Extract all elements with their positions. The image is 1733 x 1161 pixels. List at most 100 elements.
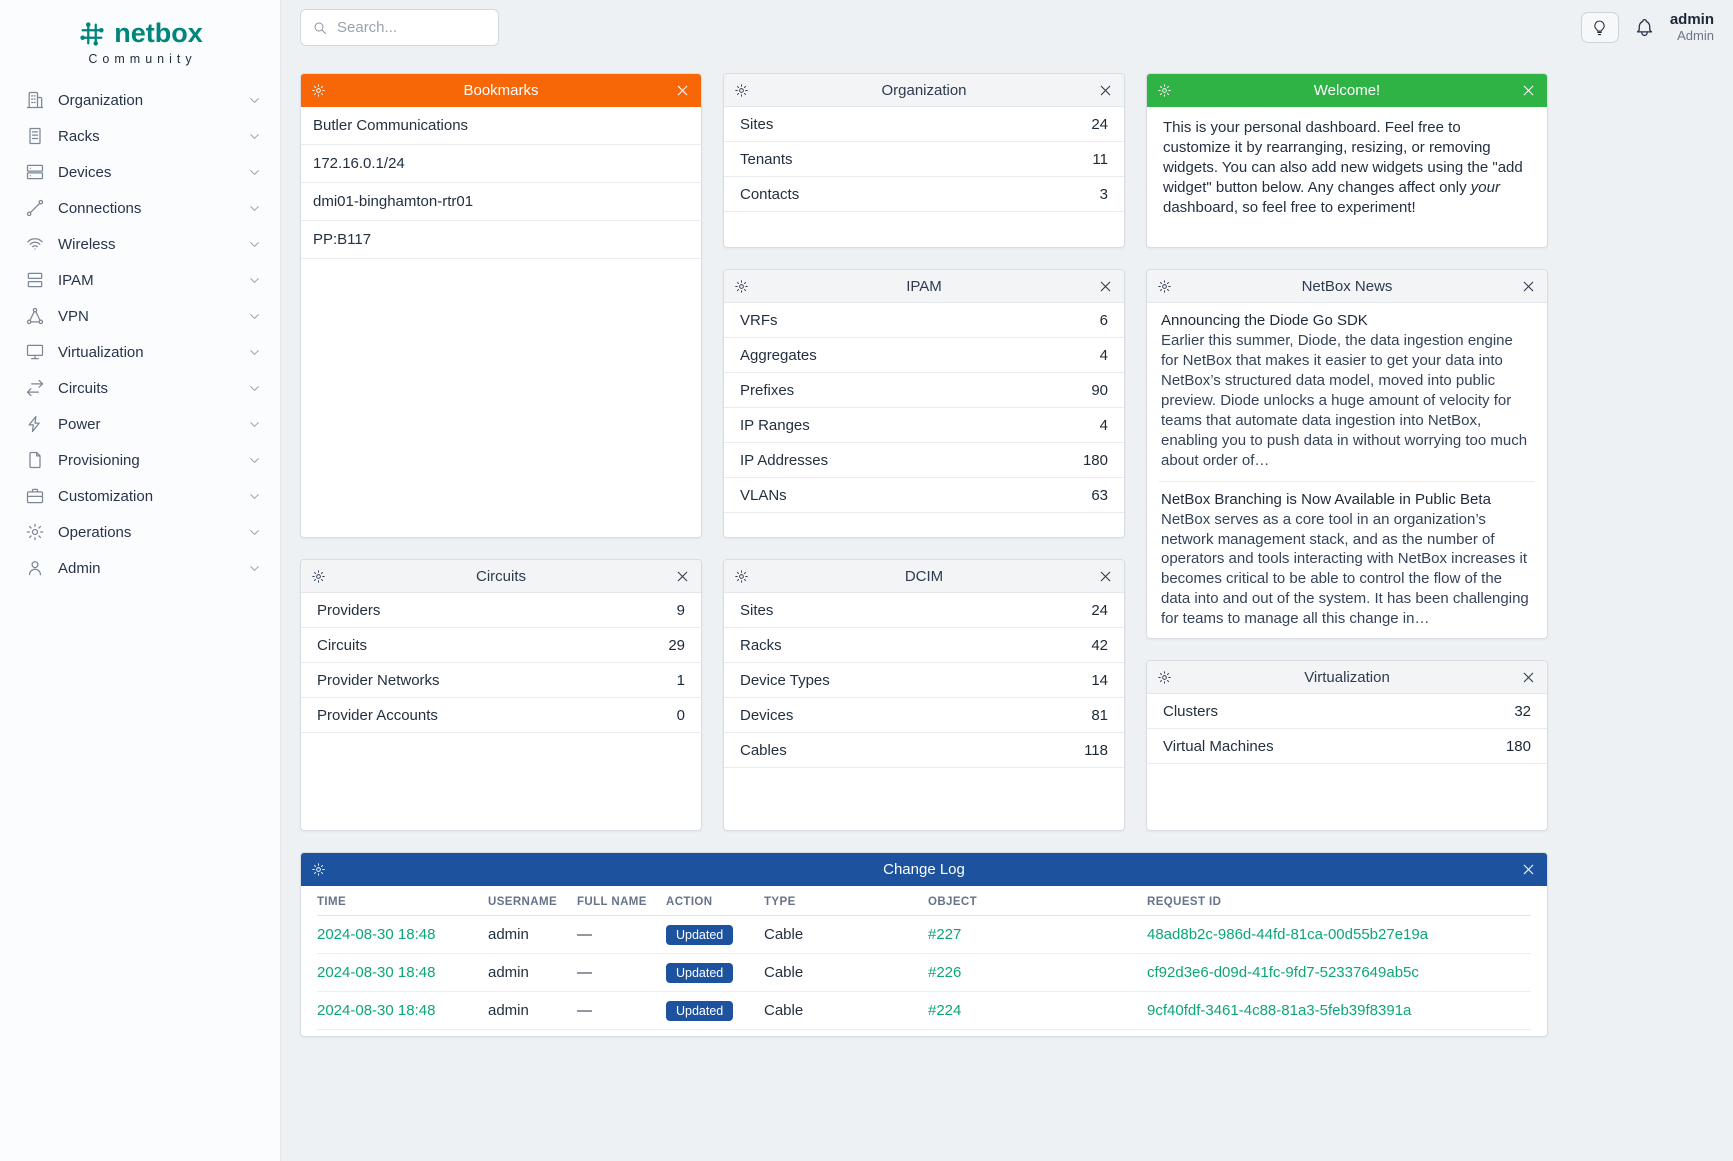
stat-value-link[interactable]: 4 [1099,346,1108,364]
stat-value-link[interactable]: 9 [676,601,685,619]
gears-icon [25,522,45,542]
bookmark-item[interactable]: 172.16.0.1/24 [301,145,701,183]
sidebar-item[interactable]: Admin [0,550,280,586]
news-title-link[interactable]: NetBox Branching is Now Available in Pub… [1161,490,1491,508]
connections-icon [25,198,45,218]
change-object-link[interactable]: #227 [928,926,962,943]
change-request-id-link[interactable]: 48ad8b2c-986d-44fd-81ca-00d55b27e19a [1147,926,1429,943]
brand-name: netbox [114,18,203,48]
gear-icon[interactable] [734,569,749,584]
sidebar-item[interactable]: Wireless [0,226,280,262]
gear-icon[interactable] [1157,83,1172,98]
chevron-down-icon [247,345,262,360]
stat-value-link[interactable]: 32 [1514,702,1531,720]
change-time-link[interactable]: 2024-08-30 18:48 [317,964,436,981]
change-type: Cable [764,926,804,943]
bookmark-item[interactable]: dmi01-binghamton-rtr01 [301,183,701,221]
gear-icon[interactable] [311,569,326,584]
stat-value-link[interactable]: 1 [676,671,685,689]
close-icon[interactable] [1520,82,1537,99]
chevron-down-icon [247,561,262,576]
stat-label: VRFs [740,311,778,329]
stat-value-link[interactable]: 118 [1084,741,1108,759]
widget-body: This is your personal dashboard. Feel fr… [1147,107,1547,247]
stat-row: Clusters 32 [1147,694,1547,729]
theme-toggle-button[interactable] [1580,12,1619,43]
stat-value-link[interactable]: 4 [1099,416,1108,434]
stat-value-link[interactable]: 14 [1091,671,1108,689]
stat-value-link[interactable]: 3 [1099,185,1108,203]
stat-value-link[interactable]: 0 [676,706,685,724]
gear-icon[interactable] [311,83,326,98]
news-title-link[interactable]: Announcing the Diode Go SDK [1161,312,1368,329]
sidebar-item[interactable]: Power [0,406,280,442]
sidebar-item[interactable]: Circuits [0,370,280,406]
stat-value-link[interactable]: 63 [1091,486,1108,504]
sidebar-item[interactable]: Virtualization [0,334,280,370]
gear-icon[interactable] [734,83,749,98]
close-icon[interactable] [1520,669,1537,686]
stat-value-link[interactable]: 24 [1091,601,1108,619]
stat-label: Tenants [740,150,793,168]
stat-value-link[interactable]: 29 [668,636,685,654]
widget-body: Sites 24 Tenants 11 Contacts [724,107,1124,247]
stat-value-link[interactable]: 42 [1091,636,1108,654]
news-item: NetBox Branching is Now Available in Pub… [1159,482,1535,638]
close-icon[interactable] [674,568,691,585]
gear-icon[interactable] [1157,279,1172,294]
stat-value-link[interactable]: 11 [1092,150,1108,168]
stat-value-link[interactable]: 81 [1091,706,1108,724]
close-icon[interactable] [1097,568,1114,585]
change-request-id-link[interactable]: cf92d3e6-d09d-41fc-9fd7-52337649ab5c [1147,964,1419,981]
brand[interactable]: netbox Community [0,12,280,82]
gear-icon[interactable] [1157,670,1172,685]
search-box[interactable] [300,9,499,46]
widget-title: Virtualization [1304,668,1390,686]
user-menu[interactable]: admin Admin [1670,11,1714,43]
change-time-link[interactable]: 2024-08-30 18:48 [317,926,436,943]
change-object-link[interactable]: #226 [928,964,962,981]
stat-row: Circuits 29 [301,628,701,663]
sidebar-item[interactable]: Provisioning [0,442,280,478]
sidebar-item[interactable]: Devices [0,154,280,190]
close-icon[interactable] [1097,82,1114,99]
close-icon[interactable] [1520,278,1537,295]
stat-value-link[interactable]: 24 [1091,115,1108,133]
bookmarks-widget: Bookmarks Butler Communications 172.16.0… [300,73,702,538]
brand-subtitle: Community [88,52,197,66]
change-object-link[interactable]: #224 [928,1002,962,1019]
close-icon[interactable] [1520,861,1537,878]
sidebar-item[interactable]: VPN [0,298,280,334]
sidebar-item[interactable]: Racks [0,118,280,154]
stat-value-link[interactable]: 180 [1082,451,1108,469]
change-full-name: — [577,1002,592,1019]
action-badge: Updated [666,924,734,945]
sidebar-item[interactable]: Organization [0,82,280,118]
sidebar-item[interactable]: Operations [0,514,280,550]
chevron-down-icon [247,489,262,504]
stat-value-link[interactable]: 6 [1099,311,1108,329]
close-icon[interactable] [1097,278,1114,295]
widget-body: Providers 9 Circuits 29 Provid [301,593,701,830]
change-request-id-link[interactable]: 9cf40fdf-3461-4c88-81a3-5feb39f8391a [1147,1002,1412,1019]
close-icon[interactable] [674,82,691,99]
search-input[interactable] [337,19,487,36]
widget-header: Circuits [301,560,701,593]
gear-icon[interactable] [734,279,749,294]
chevron-down-icon [247,165,262,180]
bookmark-item[interactable]: PP:B117 [301,221,701,259]
bell-icon[interactable] [1634,17,1655,38]
gear-icon[interactable] [311,862,326,877]
sidebar-item-label: Operations [58,523,132,541]
sidebar: netbox Community Organization Racks [0,0,281,1161]
bookmark-item[interactable]: Butler Communications [301,107,701,145]
widget-title: DCIM [904,567,944,585]
sidebar-item[interactable]: Customization [0,478,280,514]
change-time-link[interactable]: 2024-08-30 18:48 [317,1002,436,1019]
sidebar-item[interactable]: Connections [0,190,280,226]
stat-value-link[interactable]: 180 [1505,737,1531,755]
sidebar-item[interactable]: IPAM [0,262,280,298]
bolt-icon [25,414,45,434]
stat-value-link[interactable]: 90 [1091,381,1108,399]
stat-row: Provider Accounts 0 [301,698,701,733]
